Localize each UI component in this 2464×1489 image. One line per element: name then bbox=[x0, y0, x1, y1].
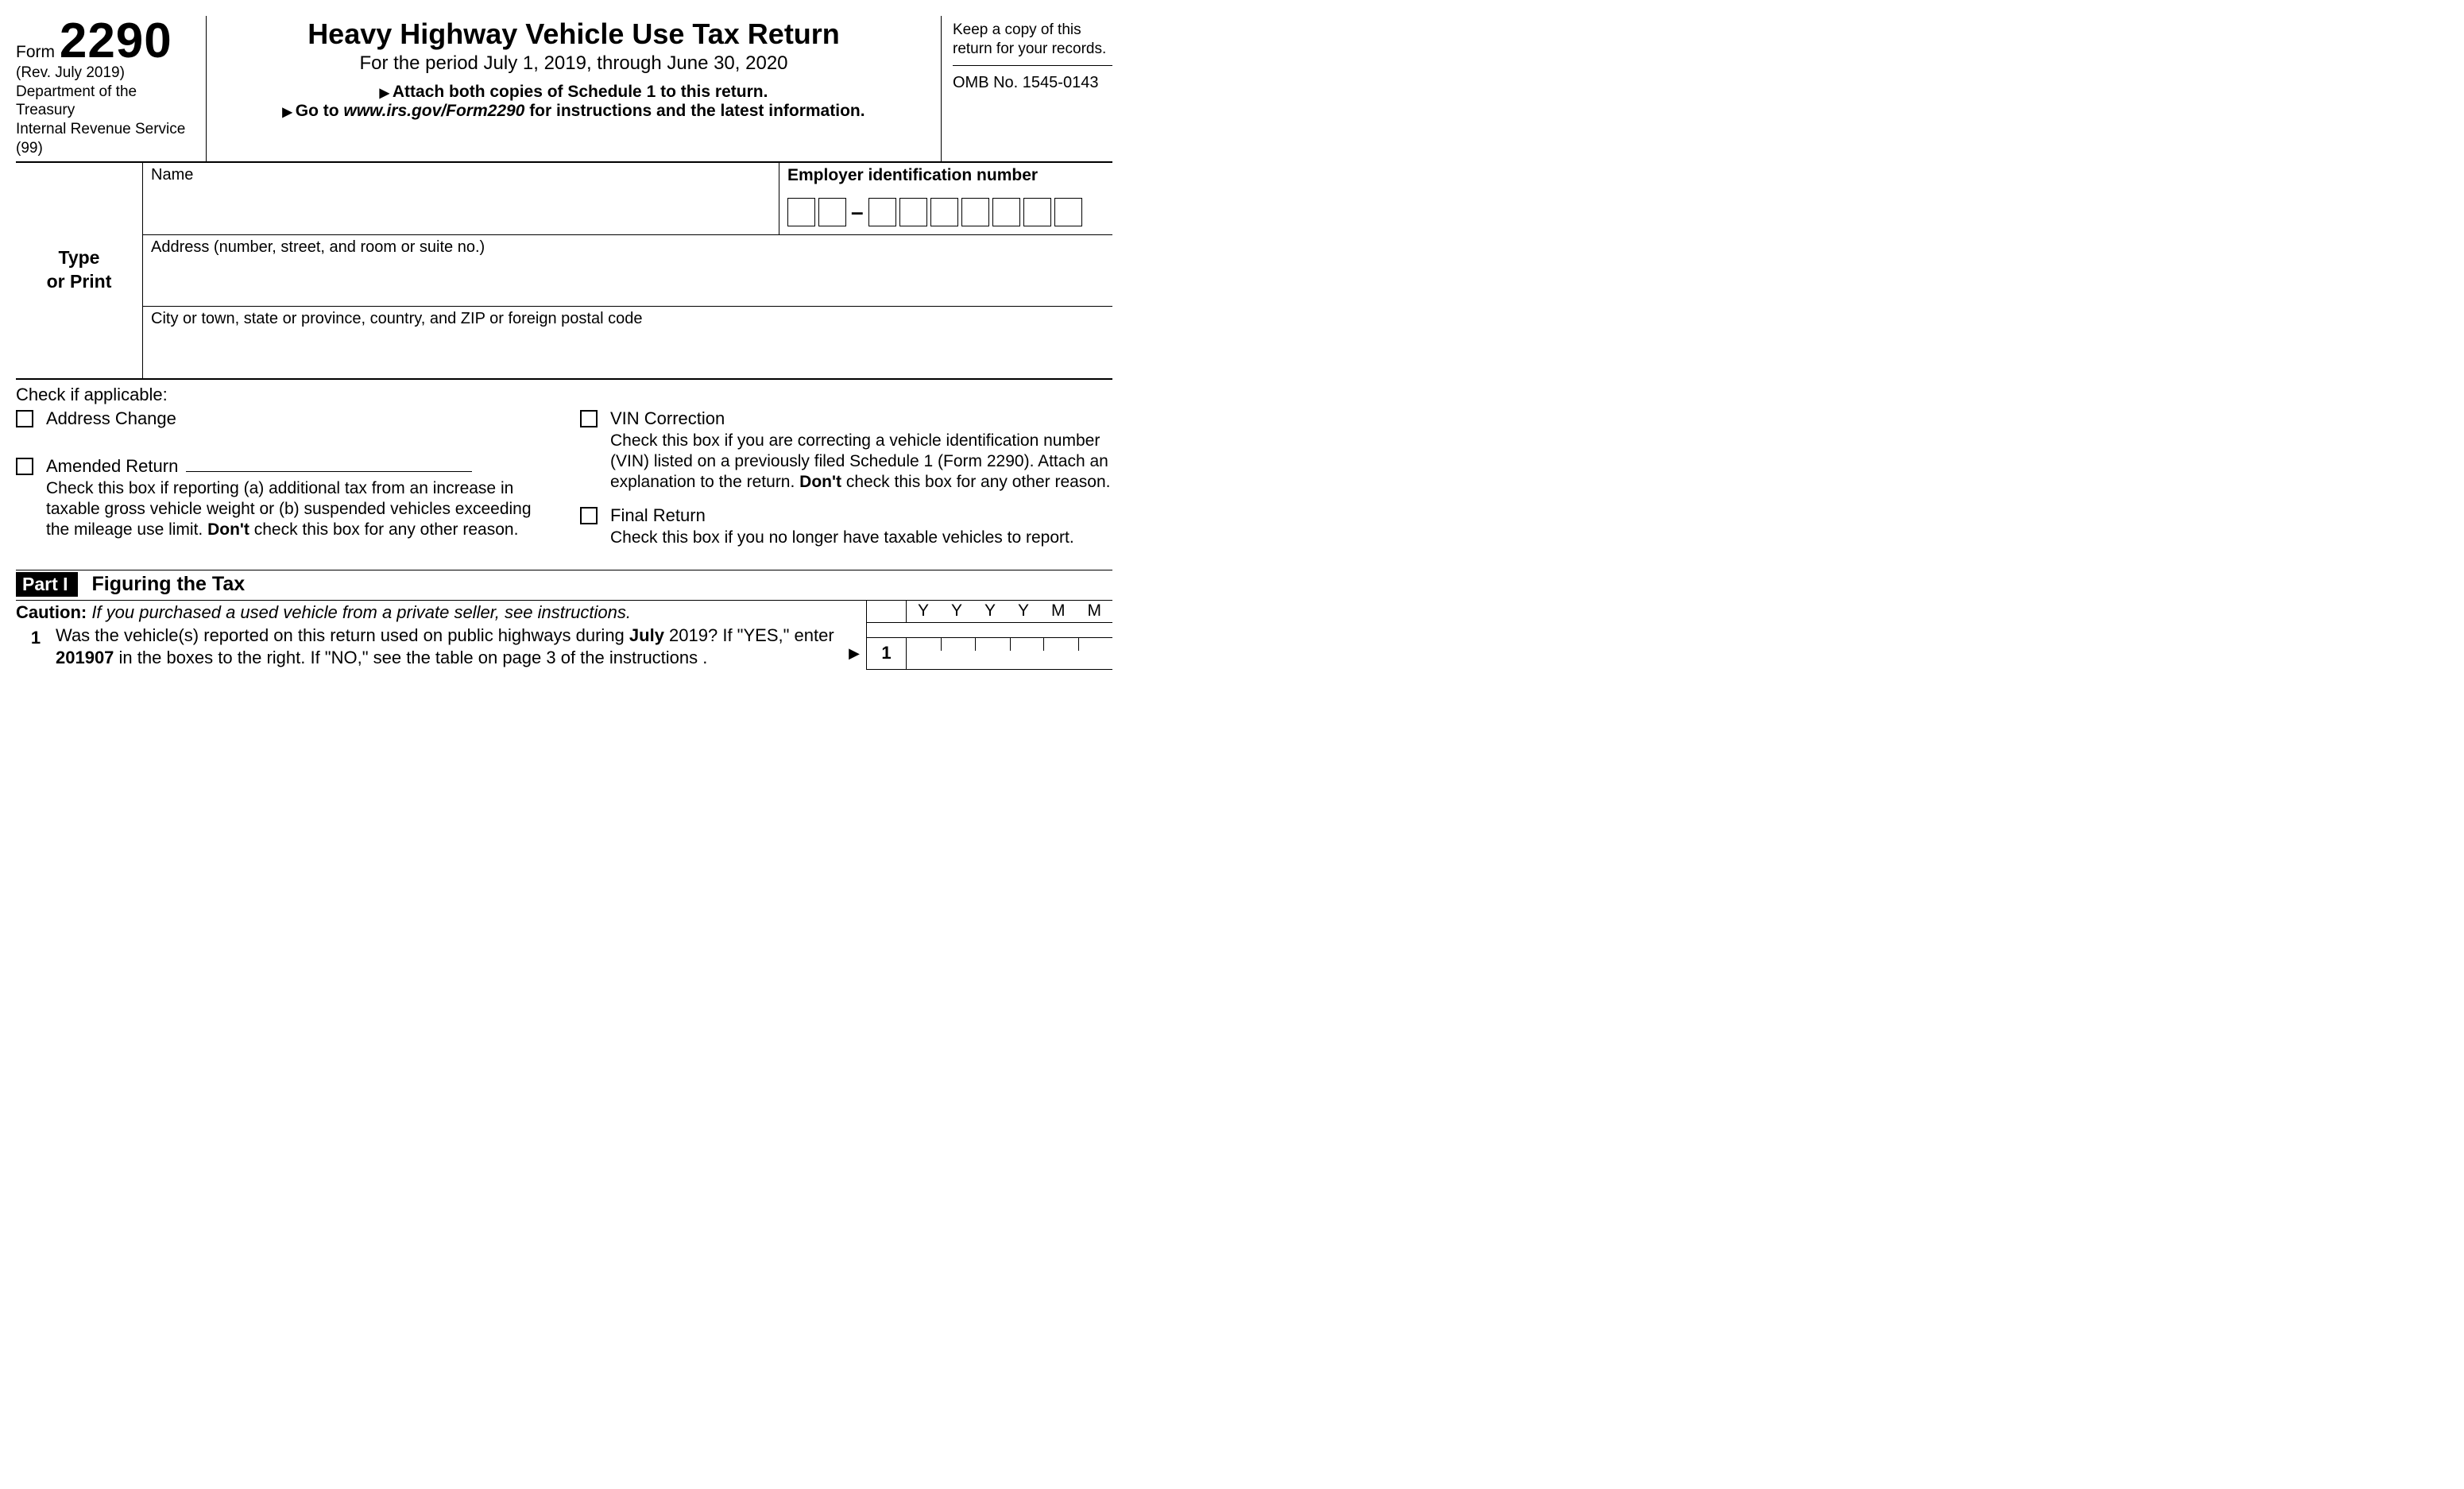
name-ein-row: Name Employer identification number – bbox=[143, 163, 1112, 235]
line-1: 1 Was the vehicle(s) reported on this re… bbox=[16, 625, 1112, 670]
type-label: Type bbox=[59, 247, 100, 268]
ein-box[interactable] bbox=[818, 198, 846, 226]
city-field[interactable]: City or town, state or province, country… bbox=[143, 307, 1112, 378]
address-field[interactable]: Address (number, street, and room or sui… bbox=[143, 235, 1112, 307]
amended-return-checkbox[interactable] bbox=[16, 458, 33, 475]
checks-left-column: Address Change Amended Return Check this… bbox=[16, 408, 548, 562]
final-return-checkbox[interactable] bbox=[580, 507, 598, 524]
part-1-badge: Part I bbox=[16, 572, 78, 597]
vin-correction-checkbox[interactable] bbox=[580, 410, 598, 427]
part-1-title: Figuring the Tax bbox=[92, 573, 246, 596]
arrow-icon: ▶ bbox=[842, 625, 866, 670]
vin-correction-item: VIN Correction Check this box if you are… bbox=[580, 408, 1112, 493]
yymm-input[interactable] bbox=[907, 638, 1112, 669]
checks-right-column: VIN Correction Check this box if you are… bbox=[580, 408, 1112, 562]
yymm-letter: Y bbox=[918, 601, 929, 621]
address-label: Address (number, street, and room or sui… bbox=[151, 238, 1104, 257]
yymm-header: YYYYMM bbox=[867, 601, 1112, 623]
ein-box[interactable] bbox=[930, 198, 958, 226]
tax-period: For the period July 1, 2019, through Jun… bbox=[213, 52, 934, 75]
amended-blank-line[interactable] bbox=[186, 471, 472, 472]
final-return-item: Final Return Check this box if you no lo… bbox=[580, 505, 1112, 548]
yymm-letter: Y bbox=[984, 601, 996, 621]
omb-number: OMB No. 1545-0143 bbox=[953, 66, 1112, 92]
name-field[interactable]: Name bbox=[143, 163, 779, 234]
header-left: Form 2290 (Rev. July 2019) Department of… bbox=[16, 16, 207, 161]
part-1-header: Part I Figuring the Tax bbox=[16, 570, 1112, 601]
type-or-print-label: Type or Print bbox=[16, 163, 143, 378]
checks-heading: Check if applicable: bbox=[16, 385, 1112, 405]
ein-dash: – bbox=[849, 199, 865, 225]
address-change-item: Address Change bbox=[16, 408, 548, 429]
form-title: Heavy Highway Vehicle Use Tax Return bbox=[213, 17, 934, 51]
attach-instruction: Attach both copies of Schedule 1 to this… bbox=[213, 83, 934, 102]
city-label: City or town, state or province, country… bbox=[151, 310, 1104, 328]
ein-boxes: – bbox=[787, 198, 1104, 226]
yymm-letter: Y bbox=[1018, 601, 1029, 621]
yymm-letter: M bbox=[1051, 601, 1066, 621]
yymm-letter: Y bbox=[951, 601, 962, 621]
ein-box[interactable] bbox=[899, 198, 927, 226]
line-1-text: Was the vehicle(s) reported on this retu… bbox=[56, 625, 842, 670]
ein-box[interactable] bbox=[961, 198, 989, 226]
keep-copy-note: Keep a copy of this return for your reco… bbox=[953, 21, 1112, 66]
form-2290: Form 2290 (Rev. July 2019) Department of… bbox=[16, 16, 1112, 670]
goto-post: for instructions and the latest informat… bbox=[524, 102, 865, 120]
ein-box[interactable] bbox=[1054, 198, 1082, 226]
goto-instruction: Go to www.irs.gov/Form2290 for instructi… bbox=[213, 102, 934, 121]
form-number: 2290 bbox=[60, 14, 172, 68]
yymm-entry: 1 bbox=[867, 637, 1112, 669]
ein-field: Employer identification number – bbox=[779, 163, 1112, 234]
type-or-print-block: Type or Print Name Employer identificati… bbox=[16, 163, 1112, 380]
vin-correction-desc: Check this box if you are correcting a v… bbox=[610, 431, 1112, 493]
final-return-label: Final Return bbox=[610, 505, 1112, 526]
header-right: Keep a copy of this return for your reco… bbox=[942, 16, 1112, 161]
line-1-number: 1 bbox=[16, 625, 56, 670]
form-header: Form 2290 (Rev. July 2019) Department of… bbox=[16, 16, 1112, 163]
form-word: Form bbox=[16, 43, 55, 61]
check-if-applicable: Check if applicable: Address Change Amen… bbox=[16, 380, 1112, 570]
address-change-label: Address Change bbox=[46, 408, 548, 429]
amended-return-item: Amended Return Check this box if reporti… bbox=[16, 456, 548, 541]
header-center: Heavy Highway Vehicle Use Tax Return For… bbox=[207, 16, 942, 161]
ein-box[interactable] bbox=[868, 198, 896, 226]
final-return-desc: Check this box if you no longer have tax… bbox=[610, 528, 1112, 548]
irs: Internal Revenue Service (99) bbox=[16, 120, 198, 158]
yymm-letter: M bbox=[1087, 601, 1101, 621]
amended-return-desc: Check this box if reporting (a) addition… bbox=[46, 478, 548, 541]
ein-box[interactable] bbox=[1023, 198, 1051, 226]
caution-row: Caution: If you purchased a used vehicle… bbox=[16, 601, 1112, 625]
ein-box[interactable] bbox=[992, 198, 1020, 226]
print-label: or Print bbox=[47, 271, 112, 292]
type-or-print-fields: Name Employer identification number – bbox=[143, 163, 1112, 378]
caution-line: Caution: If you purchased a used vehicle… bbox=[16, 601, 866, 625]
ein-box[interactable] bbox=[787, 198, 815, 226]
goto-url: www.irs.gov/Form2290 bbox=[343, 102, 524, 120]
line-1-right-number: 1 bbox=[867, 638, 907, 669]
department: Department of the Treasury bbox=[16, 83, 198, 121]
vin-correction-label: VIN Correction bbox=[610, 408, 1112, 429]
goto-pre: Go to bbox=[296, 102, 344, 120]
name-label: Name bbox=[151, 166, 771, 184]
amended-return-label: Amended Return bbox=[46, 456, 548, 477]
ein-label: Employer identification number bbox=[787, 166, 1104, 185]
address-change-checkbox[interactable] bbox=[16, 410, 33, 427]
